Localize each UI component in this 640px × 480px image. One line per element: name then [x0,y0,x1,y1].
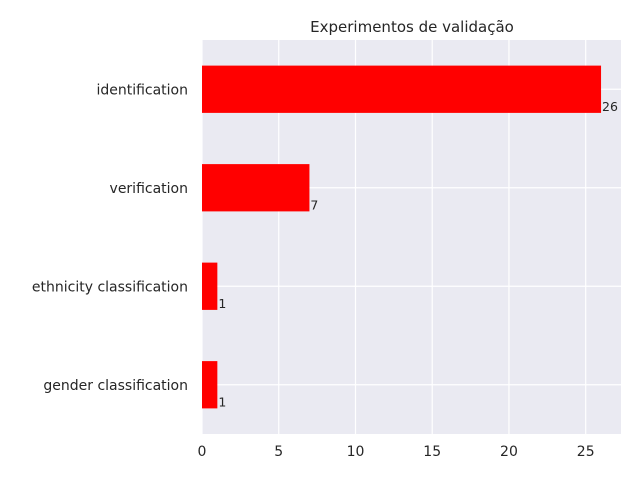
y-tick-label: gender classification [43,378,188,394]
x-tick-label: 5 [274,444,283,460]
x-tick-label: 10 [347,444,365,460]
chart-title: Experimentos de validação [310,18,514,36]
x-tick-labels: 0 5 10 15 20 25 [198,444,595,460]
y-tick-label: ethnicity classification [32,279,188,295]
bar-value-label: 26 [602,99,618,114]
y-tick-labels: identification verification ethnicity clas… [32,82,188,394]
bar [202,164,310,212]
data-labels: 26 7 1 1 [218,99,618,410]
bar-value-label: 7 [310,197,318,212]
x-tick-label: 20 [500,444,518,460]
x-tick-label: 15 [423,444,441,460]
bar [202,361,218,409]
bar [202,262,218,310]
x-tick-label: 0 [198,444,207,460]
bars [202,65,602,409]
y-tick-label: verification [110,181,188,197]
bar [202,65,602,113]
y-tick-label: identification [96,82,188,98]
bar-value-label: 1 [218,394,226,409]
x-tick-label: 25 [577,444,595,460]
bar-value-label: 1 [218,296,226,311]
